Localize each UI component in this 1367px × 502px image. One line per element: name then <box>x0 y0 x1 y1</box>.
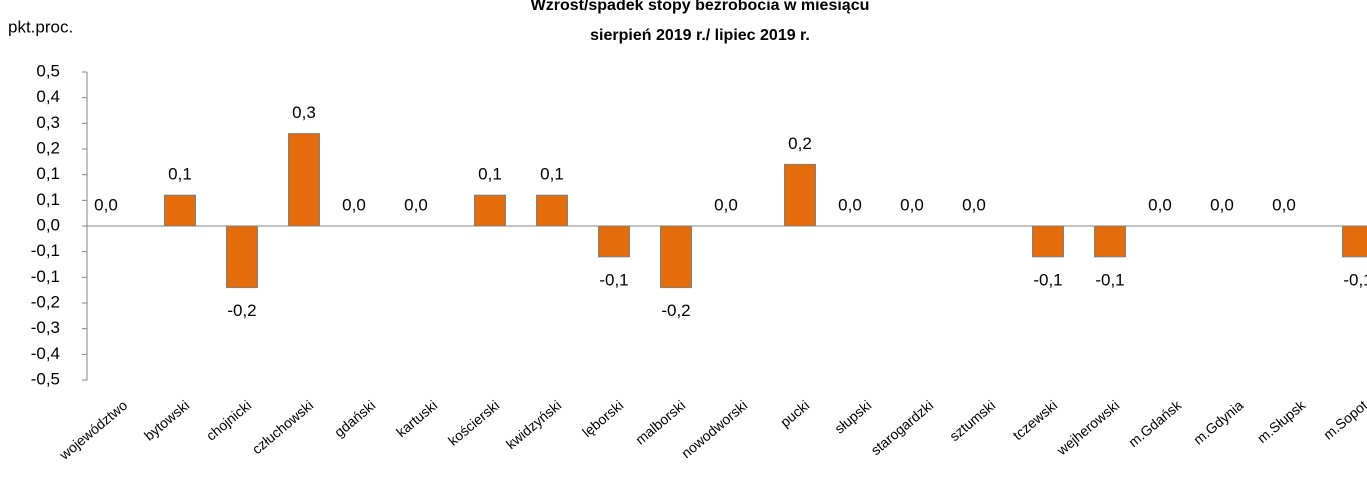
y-tick-label: -0,3 <box>31 318 60 337</box>
data-label: 0,0 <box>962 195 986 214</box>
data-label: 0,1 <box>540 165 564 184</box>
y-tick-label: 0,5 <box>36 61 60 80</box>
x-tick-label: kwidzyński <box>503 397 565 452</box>
y-tick-label: -0,4 <box>31 344 60 363</box>
data-label: -0,1 <box>599 270 628 289</box>
data-label: -0,2 <box>661 301 690 320</box>
y-tick-label: 0,2 <box>36 138 60 157</box>
data-label: 0,3 <box>292 103 316 122</box>
x-tick-label: województwo <box>55 397 130 464</box>
y-tick-label: 0,1 <box>36 164 60 183</box>
x-tick-label: nowodworski <box>678 397 750 461</box>
y-tick-label: -0,5 <box>31 369 60 388</box>
data-label: 0,0 <box>1210 195 1234 214</box>
y-tick-label: 0,1 <box>36 190 60 209</box>
data-label: 0,0 <box>1272 195 1296 214</box>
y-tick-label: 0,3 <box>36 113 60 132</box>
y-axis-label: pkt.proc. <box>8 17 73 36</box>
data-label: -0,2 <box>227 301 256 320</box>
data-label: 0,2 <box>788 134 812 153</box>
x-tick-label: słupski <box>831 397 874 437</box>
y-tick-label: 0,0 <box>36 215 60 234</box>
bar <box>598 225 630 258</box>
bar <box>164 194 196 227</box>
data-label: 0,0 <box>404 195 428 214</box>
x-tick-label: człuchowski <box>249 397 317 457</box>
x-tick-label: chojnicki <box>203 397 254 444</box>
bar <box>1032 225 1064 258</box>
data-label: 0,1 <box>168 165 192 184</box>
data-label: 0,0 <box>714 195 738 214</box>
x-tick-label: m.Słupsk <box>1254 396 1309 446</box>
x-tick-label: bytowski <box>141 397 192 444</box>
chart-title: Wzrost/spadek stopy bezrobocia w miesiąc… <box>531 0 870 14</box>
bar <box>660 225 692 289</box>
x-tick-label: wejherowski <box>1053 397 1122 459</box>
data-label: -0,1 <box>1033 270 1062 289</box>
x-tick-label: sztumski <box>946 397 998 444</box>
data-label: 0,0 <box>342 195 366 214</box>
data-label: 0,1 <box>478 165 502 184</box>
data-label: -0,1 <box>1343 270 1367 289</box>
x-tick-label: pucki <box>777 397 812 430</box>
x-tick-label: m.Gdynia <box>1190 397 1246 448</box>
x-tick-label: malborski <box>632 397 688 448</box>
y-tick-label: -0,1 <box>31 241 60 260</box>
bar <box>288 133 320 227</box>
x-tick-label: lęborski <box>579 397 626 440</box>
bar <box>784 163 816 227</box>
bar <box>1094 225 1126 258</box>
x-tick-label: starogardzki <box>868 397 937 458</box>
x-tick-label: gdański <box>331 397 378 440</box>
y-tick-label: -0,2 <box>31 292 60 311</box>
y-tick-label: -0,1 <box>31 267 60 286</box>
y-tick-label: 0,4 <box>36 87 60 106</box>
x-tick-label: m.Gdańsk <box>1125 396 1185 450</box>
x-tick-label: kościerski <box>445 397 502 449</box>
chart-subtitle: sierpień 2019 r./ lipiec 2019 r. <box>590 27 810 44</box>
x-tick-label: m.Sopot <box>1320 397 1367 443</box>
data-label: 0,0 <box>900 195 924 214</box>
bar <box>1342 225 1367 258</box>
data-label: 0,0 <box>94 195 118 214</box>
data-label: 0,0 <box>1148 195 1172 214</box>
data-label: -0,1 <box>1095 270 1124 289</box>
bar <box>226 225 258 289</box>
bar <box>474 194 506 227</box>
data-label: 0,0 <box>838 195 862 214</box>
x-tick-label: kartuski <box>393 397 440 440</box>
x-tick-label: tczewski <box>1009 397 1060 443</box>
bar <box>536 194 568 227</box>
